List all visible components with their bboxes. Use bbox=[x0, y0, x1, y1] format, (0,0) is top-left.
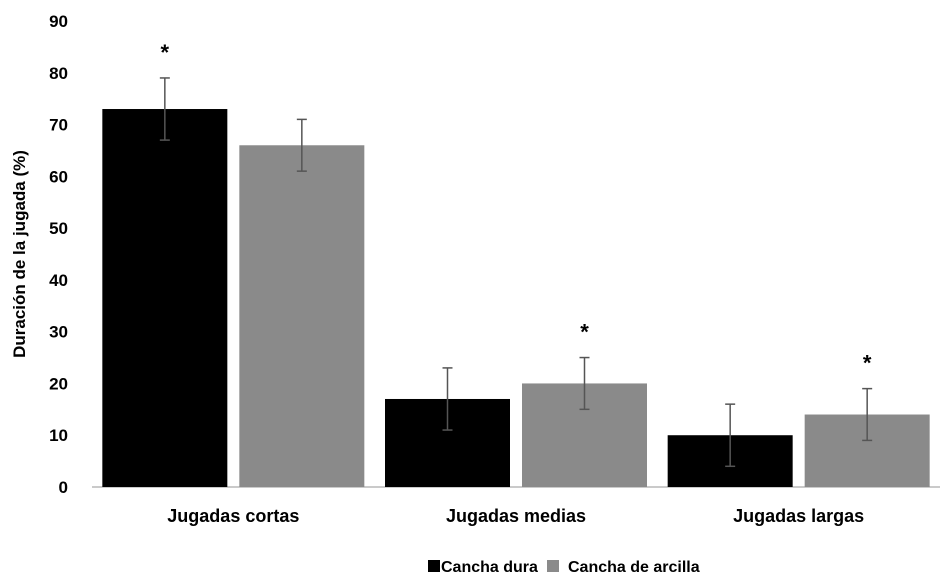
y-tick-label: 40 bbox=[49, 271, 68, 290]
bar bbox=[102, 109, 228, 488]
y-axis-title: Duración de la jugada (%) bbox=[10, 150, 29, 358]
y-tick-label: 60 bbox=[49, 167, 68, 186]
y-tick-label: 30 bbox=[49, 323, 68, 342]
y-tick-label: 20 bbox=[49, 374, 68, 393]
error-bars bbox=[159, 77, 873, 468]
bar bbox=[239, 145, 365, 487]
significance-marker: * bbox=[863, 351, 872, 376]
legend: Cancha dura Cancha de arcilla bbox=[428, 559, 700, 576]
bars bbox=[102, 109, 930, 488]
significance-markers: * * * bbox=[161, 40, 872, 376]
y-tick-label: 70 bbox=[49, 116, 68, 135]
y-tick-label: 10 bbox=[49, 426, 68, 445]
x-category-label: Jugadas largas bbox=[733, 506, 864, 526]
category-labels: Jugadas cortas Jugadas medias Jugadas larg… bbox=[167, 506, 864, 526]
y-tick-label: 80 bbox=[49, 64, 68, 83]
significance-marker: * bbox=[161, 40, 170, 65]
y-tick-label: 0 bbox=[59, 478, 68, 497]
legend-swatch bbox=[547, 560, 559, 572]
y-tick-label: 50 bbox=[49, 219, 68, 238]
x-category-label: Jugadas medias bbox=[446, 506, 586, 526]
x-category-label: Jugadas cortas bbox=[167, 506, 299, 526]
legend-label: Cancha dura bbox=[441, 559, 538, 576]
legend-label: Cancha de arcilla bbox=[568, 559, 700, 576]
y-tick-labels: 0 10 20 30 40 50 60 70 80 90 bbox=[49, 12, 68, 497]
legend-swatch bbox=[428, 560, 440, 572]
significance-marker: * bbox=[580, 320, 589, 345]
y-tick-label: 90 bbox=[49, 12, 68, 31]
